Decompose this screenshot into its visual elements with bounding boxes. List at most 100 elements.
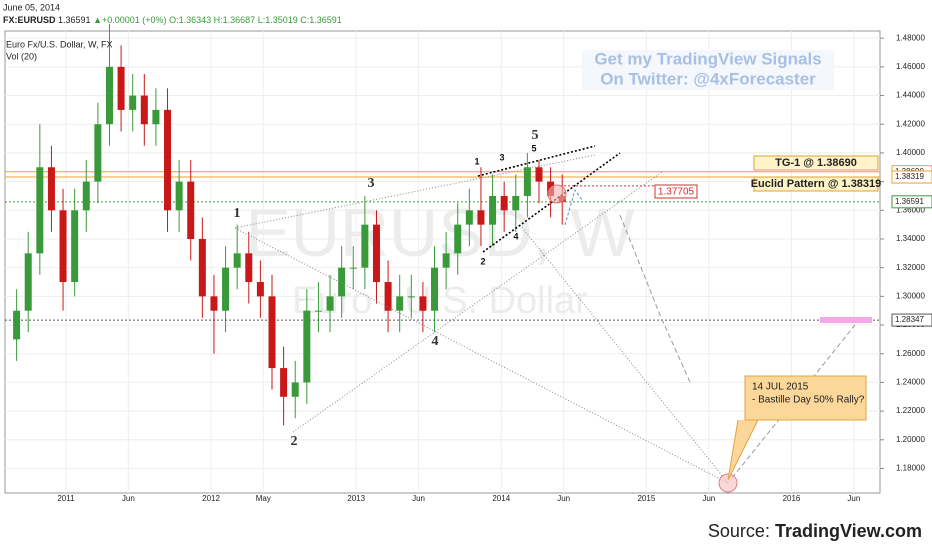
highlight (718, 473, 738, 493)
wave-label-small: 2 (480, 256, 485, 266)
annotation: 1.37705 (658, 187, 695, 198)
candles (13, 23, 566, 426)
price-label-box (891, 195, 932, 209)
y-tick-label: 1.46000 (896, 62, 925, 71)
price-label: 1.38319 (895, 172, 924, 181)
y-tick-label: 1.20000 (896, 435, 925, 444)
chart-title: Euro Fx/U.S. Dollar, W, FX (6, 39, 113, 49)
wave-label-small: 3 (499, 152, 504, 162)
candle-body (535, 167, 543, 182)
price-label: 1.36591 (895, 197, 924, 206)
x-tick-label: 2016 (783, 494, 801, 503)
y-tick-label: 1.42000 (896, 119, 925, 128)
candle-body (187, 181, 195, 239)
candle-body (105, 66, 113, 125)
y-tick-label: 1.22000 (896, 406, 925, 415)
change: ▲+0.00001 (+0%) (93, 15, 166, 25)
open: O:1.36343 (169, 15, 211, 25)
annotation: Euclid Pattern @ 1.38319 (751, 178, 882, 190)
candle-body (152, 109, 160, 125)
candle-body (465, 210, 473, 225)
annotation: TG-1 @ 1.38690 (775, 157, 857, 169)
candle-body (314, 310, 322, 312)
candle-body (140, 95, 148, 125)
candle-body (222, 267, 230, 311)
y-tick-label: 1.48000 (896, 33, 925, 42)
wave-label: 3 (368, 176, 375, 191)
candle-body (129, 95, 137, 110)
x-tick-label: May (256, 494, 271, 503)
annotation-box (753, 155, 879, 171)
wave-label-small: 4 (513, 231, 518, 241)
callout-text: 14 JUL 2015 (752, 382, 809, 393)
chart-subtitle: Vol (20) (6, 51, 37, 61)
wave-label-small: 1 (474, 156, 479, 166)
candle-body (291, 382, 299, 397)
candle-body (71, 210, 79, 283)
candle-body (59, 210, 67, 283)
x-tick-label: Jun (122, 494, 135, 503)
trend-lines (234, 145, 872, 493)
wave-label: 1 (234, 206, 241, 221)
candle-body (117, 66, 125, 110)
candle-body (268, 296, 276, 369)
target-zone (820, 317, 872, 323)
candle-body (512, 195, 520, 211)
y-tick-label: 1.40000 (896, 148, 925, 157)
candle-body (256, 282, 264, 297)
candle-body (396, 296, 404, 311)
candle-body (442, 253, 450, 268)
header-date: June 05, 2014 (3, 2, 60, 12)
close: C:1.36591 (300, 15, 342, 25)
wedge-line (482, 152, 621, 253)
watermark: Euro / U.S. Dollar (292, 280, 588, 322)
y-tick-label: 1.32000 (896, 263, 925, 272)
candle-body (82, 181, 90, 211)
signal-note: On Twitter: @4xForecaster (600, 69, 816, 88)
trend-line (234, 227, 729, 484)
candle-body (349, 267, 357, 269)
annotation-box (654, 184, 698, 199)
wave-label: 5 (532, 128, 539, 143)
y-tick-label: 1.26000 (896, 349, 925, 358)
candle-body (384, 282, 392, 311)
x-tick-label: 2014 (492, 494, 510, 503)
callout (727, 375, 867, 481)
candle-body (489, 195, 497, 225)
trend-line (292, 171, 663, 433)
y-tick-label: 1.18000 (896, 464, 925, 473)
price-label-box (891, 313, 932, 327)
candle-body (175, 181, 183, 211)
candle-body (164, 109, 172, 211)
plot-area (4, 30, 881, 494)
candle-body (24, 253, 32, 311)
y-tick-label: 1.44000 (896, 91, 925, 100)
y-tick-label: 1.34000 (896, 234, 925, 243)
x-tick-label: Jun (412, 494, 425, 503)
signal-box (582, 50, 834, 90)
candle-body (338, 267, 346, 297)
candle-body (198, 238, 206, 297)
candle-body (233, 253, 241, 268)
trend-line (234, 154, 596, 229)
candle-body (303, 310, 311, 383)
wedge-line (477, 145, 596, 177)
highlight (547, 184, 567, 204)
candle-body (280, 368, 288, 397)
candle-body (326, 296, 334, 311)
annotation-box (753, 176, 879, 192)
candle-body (36, 167, 44, 254)
y-tick-label: 1.30000 (896, 291, 925, 300)
trend-line (519, 224, 729, 484)
candle-body (477, 210, 485, 225)
y-tick-label: 1.24000 (896, 378, 925, 387)
price-label: 1.28347 (895, 315, 924, 324)
price: 1.36591 (58, 15, 91, 25)
candle-body (431, 267, 439, 311)
callout-text: - Bastille Day 50% Rally? (752, 395, 865, 406)
x-tick-label: 2015 (637, 494, 655, 503)
candle-body (500, 195, 508, 211)
candle-body (523, 167, 531, 196)
x-tick-label: 2011 (57, 494, 75, 503)
